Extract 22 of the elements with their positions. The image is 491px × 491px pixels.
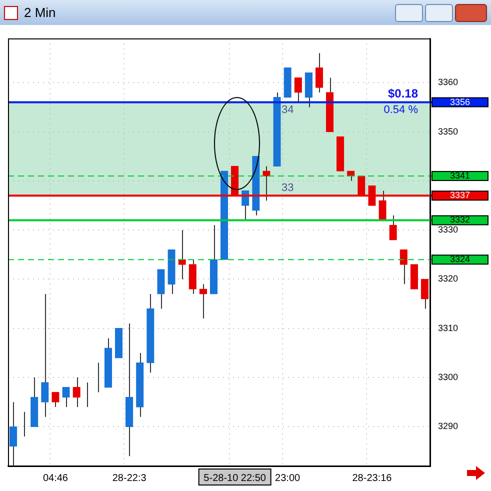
annotation: 0.54 %	[384, 104, 418, 116]
y-tick-label: 3310	[438, 322, 458, 333]
y-tick-label: 3290	[438, 421, 458, 432]
ref-line-label: 3341	[450, 170, 470, 181]
annotation: $0.18	[388, 86, 418, 101]
ref-line-label: 3332	[450, 214, 470, 225]
y-tick-label: 3300	[438, 372, 458, 382]
x-tick-label: 23:00	[275, 472, 301, 484]
x-tick-label: 28-22:3	[112, 472, 147, 484]
annotation: 33	[281, 182, 294, 194]
y-tick-label: 3320	[438, 274, 458, 284]
ref-line-label: 3324	[450, 254, 470, 264]
y-tick-label: 3360	[438, 77, 458, 88]
x-tick-label: 28-23:16	[352, 472, 392, 484]
x-tick-label: 5-28-10 22:50	[204, 472, 266, 484]
x-tick-label: 04:46	[42, 472, 68, 484]
ref-line-label: 3356	[450, 96, 470, 107]
ref-line-label: 3337	[450, 190, 470, 200]
y-tick-label: 3330	[438, 224, 458, 235]
annotation: 34	[281, 104, 294, 116]
chart-title: 2 Min	[24, 5, 56, 20]
y-tick-label: 3350	[438, 126, 458, 136]
